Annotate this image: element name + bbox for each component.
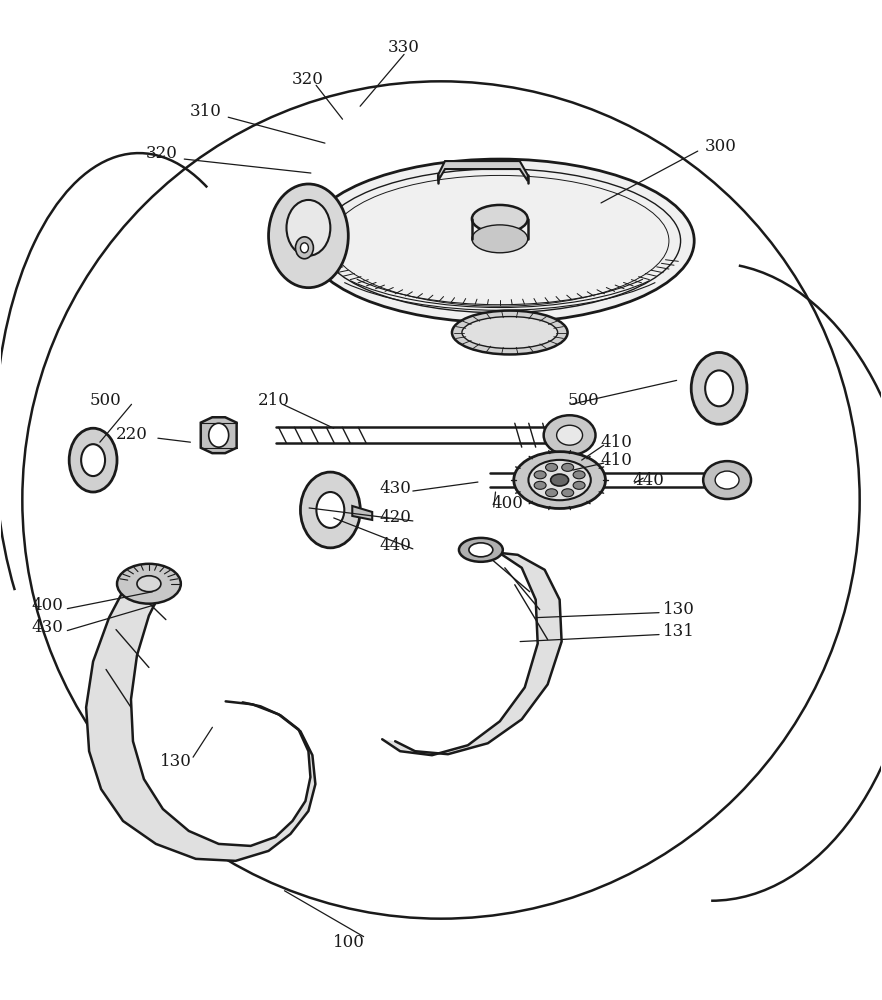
Ellipse shape bbox=[557, 425, 582, 445]
Ellipse shape bbox=[550, 474, 569, 486]
Ellipse shape bbox=[528, 460, 591, 500]
Ellipse shape bbox=[317, 492, 344, 528]
Text: 210: 210 bbox=[258, 392, 290, 409]
Text: 500: 500 bbox=[89, 392, 121, 409]
Text: 440: 440 bbox=[632, 472, 664, 489]
Polygon shape bbox=[352, 506, 372, 520]
Ellipse shape bbox=[268, 184, 348, 288]
Ellipse shape bbox=[452, 311, 568, 354]
Ellipse shape bbox=[534, 471, 546, 479]
Ellipse shape bbox=[546, 489, 557, 497]
Polygon shape bbox=[438, 161, 527, 181]
Ellipse shape bbox=[81, 444, 105, 476]
Text: 131: 131 bbox=[662, 623, 694, 640]
Ellipse shape bbox=[127, 570, 171, 594]
Ellipse shape bbox=[573, 481, 585, 489]
Ellipse shape bbox=[459, 538, 503, 562]
Ellipse shape bbox=[472, 225, 527, 253]
Ellipse shape bbox=[462, 317, 557, 348]
Polygon shape bbox=[382, 548, 562, 755]
Text: 100: 100 bbox=[333, 934, 364, 951]
Ellipse shape bbox=[305, 159, 694, 323]
Text: 310: 310 bbox=[190, 103, 221, 120]
Ellipse shape bbox=[706, 370, 733, 406]
Ellipse shape bbox=[715, 471, 739, 489]
Ellipse shape bbox=[137, 576, 161, 592]
Text: 410: 410 bbox=[601, 434, 632, 451]
Polygon shape bbox=[86, 580, 316, 861]
Text: 420: 420 bbox=[379, 509, 411, 526]
Ellipse shape bbox=[301, 472, 360, 548]
Ellipse shape bbox=[562, 489, 573, 497]
Ellipse shape bbox=[534, 481, 546, 489]
Ellipse shape bbox=[562, 463, 573, 471]
Text: 400: 400 bbox=[31, 597, 63, 614]
Text: 320: 320 bbox=[291, 71, 324, 88]
Text: 430: 430 bbox=[379, 480, 411, 497]
Ellipse shape bbox=[69, 428, 117, 492]
Text: 440: 440 bbox=[379, 537, 411, 554]
Ellipse shape bbox=[209, 423, 228, 447]
Ellipse shape bbox=[117, 564, 181, 604]
Ellipse shape bbox=[514, 452, 605, 508]
Text: 410: 410 bbox=[601, 452, 632, 469]
Ellipse shape bbox=[543, 415, 595, 455]
Polygon shape bbox=[201, 417, 236, 453]
Text: 220: 220 bbox=[116, 426, 147, 443]
Ellipse shape bbox=[691, 352, 747, 424]
Text: 400: 400 bbox=[491, 495, 523, 512]
Circle shape bbox=[22, 81, 860, 919]
Ellipse shape bbox=[295, 237, 313, 259]
Text: 300: 300 bbox=[705, 138, 736, 155]
Ellipse shape bbox=[703, 461, 751, 499]
Text: 130: 130 bbox=[662, 601, 694, 618]
Text: 130: 130 bbox=[160, 753, 191, 770]
Ellipse shape bbox=[546, 463, 557, 471]
Ellipse shape bbox=[469, 543, 493, 557]
Ellipse shape bbox=[573, 471, 585, 479]
Text: 320: 320 bbox=[146, 145, 177, 162]
Ellipse shape bbox=[287, 200, 331, 256]
Text: 500: 500 bbox=[567, 392, 599, 409]
Ellipse shape bbox=[301, 243, 309, 253]
Text: 430: 430 bbox=[31, 619, 63, 636]
Text: 330: 330 bbox=[388, 39, 420, 56]
Ellipse shape bbox=[472, 205, 527, 233]
